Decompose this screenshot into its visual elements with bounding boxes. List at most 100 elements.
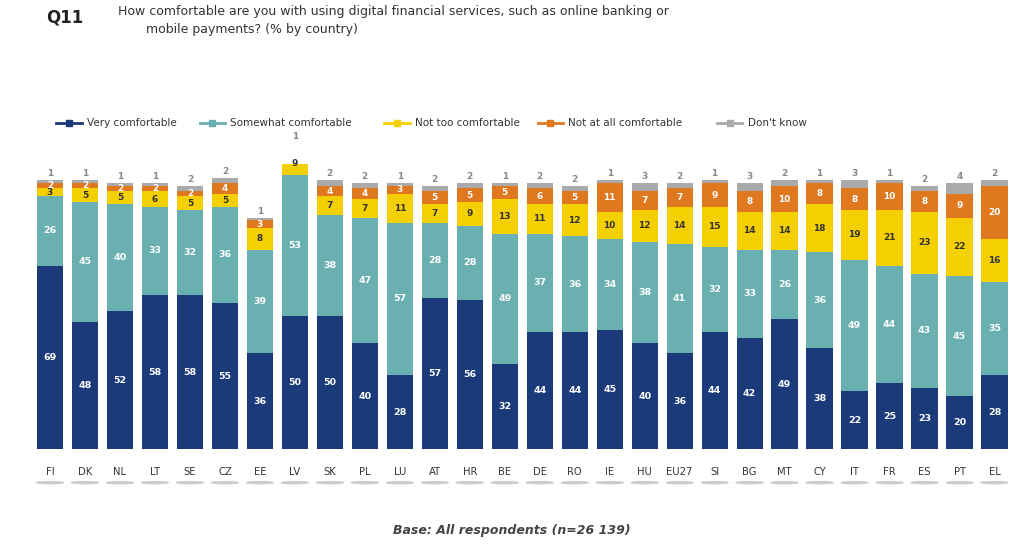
Bar [457, 183, 483, 189]
Circle shape [667, 482, 693, 484]
Text: 1: 1 [82, 169, 88, 178]
Bar [351, 199, 378, 218]
Text: 28: 28 [393, 408, 407, 416]
Bar [946, 183, 973, 193]
Text: 1: 1 [257, 207, 263, 215]
Bar [877, 383, 903, 449]
Bar [771, 186, 798, 212]
Text: 20: 20 [988, 208, 1000, 217]
Circle shape [282, 482, 308, 484]
Text: 21: 21 [884, 233, 896, 242]
Text: AT: AT [429, 467, 441, 477]
Text: 2: 2 [117, 184, 123, 193]
Text: 2: 2 [152, 184, 158, 193]
Bar [387, 193, 413, 223]
Text: EE: EE [254, 467, 266, 477]
Text: IT: IT [850, 467, 859, 477]
Text: 36: 36 [673, 397, 686, 406]
Bar [526, 233, 553, 332]
Text: 22: 22 [848, 415, 861, 425]
Bar [911, 212, 938, 273]
Bar [946, 193, 973, 218]
Bar [212, 183, 238, 193]
Bar [106, 186, 133, 191]
Bar [351, 218, 378, 343]
Text: 1: 1 [117, 172, 123, 181]
Text: 28: 28 [988, 408, 1001, 416]
Circle shape [771, 482, 798, 484]
Text: 2: 2 [991, 169, 997, 178]
Text: Very comfortable: Very comfortable [87, 118, 177, 128]
Bar [736, 183, 763, 191]
Bar [387, 223, 413, 375]
Bar [842, 260, 867, 391]
Bar [177, 210, 203, 295]
Bar [457, 300, 483, 449]
Bar [911, 191, 938, 212]
Bar [177, 191, 203, 196]
Circle shape [37, 482, 63, 484]
Text: 43: 43 [918, 327, 931, 335]
Bar [561, 236, 588, 332]
Bar [632, 210, 657, 242]
Text: 50: 50 [324, 378, 336, 387]
Text: 23: 23 [918, 414, 931, 423]
Text: Somewhat comfortable: Somewhat comfortable [230, 118, 352, 128]
Text: 2: 2 [82, 181, 88, 190]
Text: 14: 14 [674, 221, 686, 230]
Text: 23: 23 [919, 238, 931, 248]
Text: 1: 1 [502, 172, 508, 181]
Bar [981, 186, 1008, 239]
Text: RO: RO [567, 467, 582, 477]
Text: 2: 2 [47, 181, 53, 190]
Text: 13: 13 [499, 212, 511, 221]
Text: 49: 49 [778, 380, 792, 389]
Text: 25: 25 [883, 412, 896, 420]
Text: 11: 11 [603, 193, 616, 202]
Bar [526, 332, 553, 449]
Text: EL: EL [988, 467, 1000, 477]
Bar [37, 183, 63, 189]
Circle shape [526, 482, 553, 484]
Circle shape [422, 482, 449, 484]
Text: 2: 2 [781, 169, 787, 178]
Bar [771, 212, 798, 250]
Bar [877, 266, 903, 383]
Text: ES: ES [919, 467, 931, 477]
Text: 32: 32 [499, 402, 511, 411]
Bar [316, 186, 343, 196]
Text: 10: 10 [603, 221, 615, 230]
Text: 56: 56 [463, 370, 476, 379]
Text: EU27: EU27 [667, 467, 693, 477]
Text: 1: 1 [292, 132, 298, 141]
Text: LV: LV [289, 467, 300, 477]
Text: 14: 14 [743, 226, 756, 236]
Text: 45: 45 [79, 257, 91, 266]
Bar [37, 266, 63, 449]
Bar [141, 183, 168, 186]
Text: LT: LT [150, 467, 160, 477]
Bar [877, 183, 903, 210]
Text: 40: 40 [638, 392, 651, 401]
Circle shape [561, 482, 588, 484]
Bar [212, 178, 238, 183]
Text: 1: 1 [816, 169, 822, 178]
Text: FR: FR [884, 467, 896, 477]
Text: 9: 9 [956, 201, 963, 210]
Bar [72, 189, 98, 202]
Bar [842, 210, 867, 260]
Bar [667, 189, 693, 207]
Text: 48: 48 [78, 381, 91, 390]
Text: 41: 41 [673, 294, 686, 304]
Bar [842, 391, 867, 449]
Text: 4: 4 [221, 184, 228, 193]
Text: 58: 58 [183, 368, 197, 376]
Bar [597, 183, 623, 212]
Text: SE: SE [183, 467, 197, 477]
Bar [316, 196, 343, 215]
Bar [911, 388, 938, 449]
Circle shape [806, 482, 833, 484]
Text: 33: 33 [148, 247, 162, 255]
Text: 10: 10 [884, 192, 896, 201]
Bar [771, 250, 798, 319]
